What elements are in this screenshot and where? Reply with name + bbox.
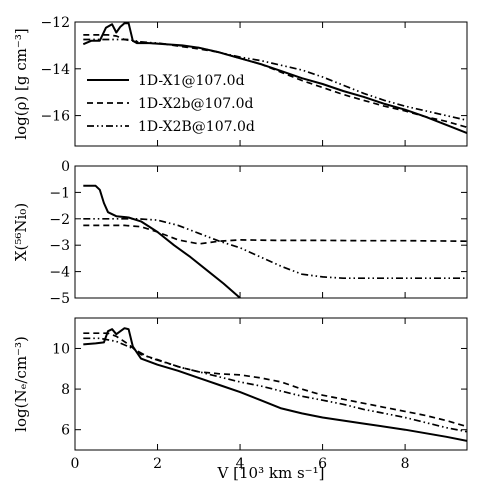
y-tick-label: −4	[49, 265, 70, 281]
legend-label: 1D-X2B@107.0d	[138, 119, 255, 135]
y-tick-label: −12	[40, 15, 70, 31]
panel-2: 0 −1 −2 −3 −4 −5 X(⁵⁶Ni₀)	[12, 159, 468, 307]
panel-3: 0 2 4 6 8 10 8 6 log(Nₑ/cm⁻³) V [10³ km s⁻¹]	[12, 317, 468, 482]
series-group	[82, 22, 467, 135]
y-tick-label: 6	[61, 423, 70, 439]
x-tick-label: 2	[153, 456, 162, 472]
y-tick-label: −14	[40, 62, 70, 78]
legend-label: 1D-X1@107.0d	[138, 73, 245, 89]
y-tick-label: −2	[49, 212, 70, 228]
y-tick-label: 8	[61, 382, 70, 398]
y-tick-label: 0	[61, 159, 70, 175]
y-tick-label: −3	[49, 238, 70, 254]
y-tick-label: −1	[49, 185, 70, 201]
x-tick-label: 0	[71, 456, 80, 472]
legend-label: 1D-X2b@107.0d	[138, 96, 254, 112]
series-line-dash-dot-dot	[83, 337, 467, 433]
y-axis-label: log(Nₑ/cm⁻³)	[12, 336, 30, 432]
x-axis-label: V [10³ km s⁻¹]	[217, 464, 325, 482]
series-line-dashed	[83, 332, 467, 428]
y-axis-label: X(⁵⁶Ni₀)	[12, 203, 30, 261]
y-tick-label: −5	[49, 291, 70, 307]
legend: 1D-X1@107.0d 1D-X2b@107.0d 1D-X2B@107.0d	[87, 73, 255, 135]
x-tick-label: 6	[318, 456, 327, 472]
series-group	[83, 184, 467, 298]
x-tick-label: 4	[236, 456, 245, 472]
series-line-solid	[83, 184, 241, 298]
plot-frame	[74, 165, 468, 299]
y-tick-label: −16	[40, 109, 70, 125]
plot-frame	[74, 317, 468, 451]
series-line-solid	[83, 327, 467, 442]
series-line-dash-dot-dot	[83, 38, 467, 122]
series-group	[83, 327, 467, 442]
y-axis-label: log(ρ) [g cm⁻³]	[12, 28, 30, 139]
series-line-dash-dot-dot	[83, 217, 467, 280]
x-tick-label: 8	[401, 456, 410, 472]
y-tick-label: 10	[52, 341, 70, 357]
series-line-solid	[82, 22, 467, 135]
plot-frame	[74, 21, 468, 147]
series-line-dashed	[83, 224, 467, 245]
